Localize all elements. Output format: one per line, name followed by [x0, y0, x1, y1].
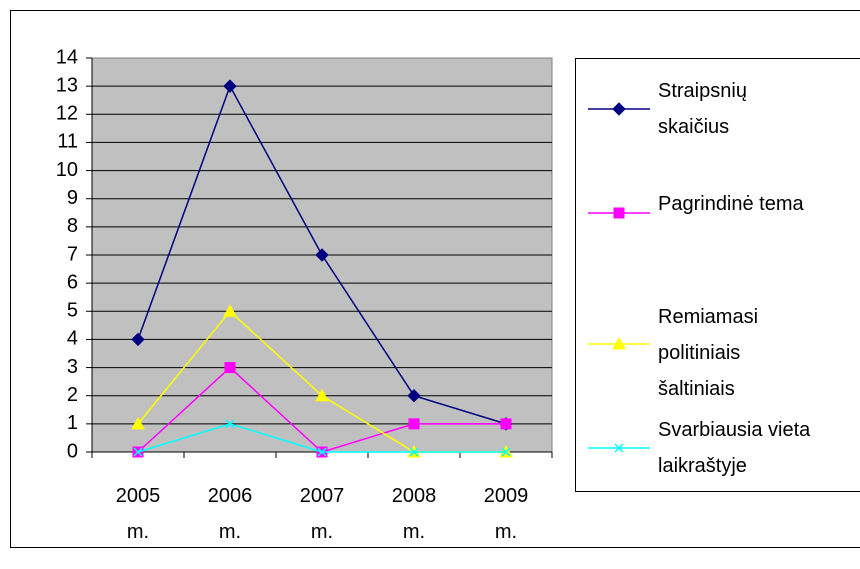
marker: [612, 102, 626, 116]
y-tick-label: 0: [67, 440, 78, 462]
marker: [133, 447, 143, 457]
y-tick-label: 1: [67, 412, 78, 434]
y-tick-label: 3: [67, 356, 78, 378]
legend-label: Straipsnių skaičius: [658, 80, 747, 138]
legend-label: Svarbiausia vieta laikraštyje: [658, 419, 811, 477]
marker: [614, 443, 624, 453]
legend-label: Pagrindinė tema: [658, 193, 805, 215]
marker: [224, 362, 236, 374]
marker: [612, 336, 626, 350]
marker: [131, 416, 145, 430]
y-tick-label: 7: [67, 243, 78, 265]
marker: [501, 447, 511, 457]
y-tick-label: 4: [67, 328, 78, 350]
marker: [408, 418, 420, 430]
marker: [315, 388, 329, 402]
x-tick-label: 2006 m.: [208, 485, 253, 543]
y-tick-label: 12: [56, 103, 78, 125]
y-tick-label: 10: [56, 159, 78, 181]
marker: [613, 207, 625, 219]
marker: [131, 332, 145, 347]
x-tick-label: 2007 m.: [300, 485, 345, 543]
marker: [223, 304, 237, 317]
marker: [225, 419, 235, 429]
y-tick-label: 9: [67, 187, 78, 209]
y-tick-label: 13: [56, 74, 78, 96]
marker: [407, 389, 421, 403]
marker: [409, 447, 419, 457]
marker: [315, 248, 329, 262]
y-tick-label: 5: [67, 300, 78, 322]
x-tick-label: 2009 m.: [484, 485, 529, 543]
y-tick-label: 11: [57, 131, 78, 153]
y-tick-label: 8: [67, 215, 78, 237]
y-tick-label: 14: [56, 46, 78, 68]
marker: [223, 79, 237, 93]
y-tick-label: 6: [67, 271, 78, 293]
marker: [317, 447, 327, 457]
marker: [500, 418, 512, 430]
legend-box: [575, 58, 860, 492]
legend-label: Remiamasi politiniais šaltiniais: [658, 306, 758, 400]
x-tick-label: 2005 m.: [116, 485, 161, 543]
x-tick-label: 2008 m.: [392, 485, 437, 543]
y-tick-label: 2: [67, 384, 78, 406]
